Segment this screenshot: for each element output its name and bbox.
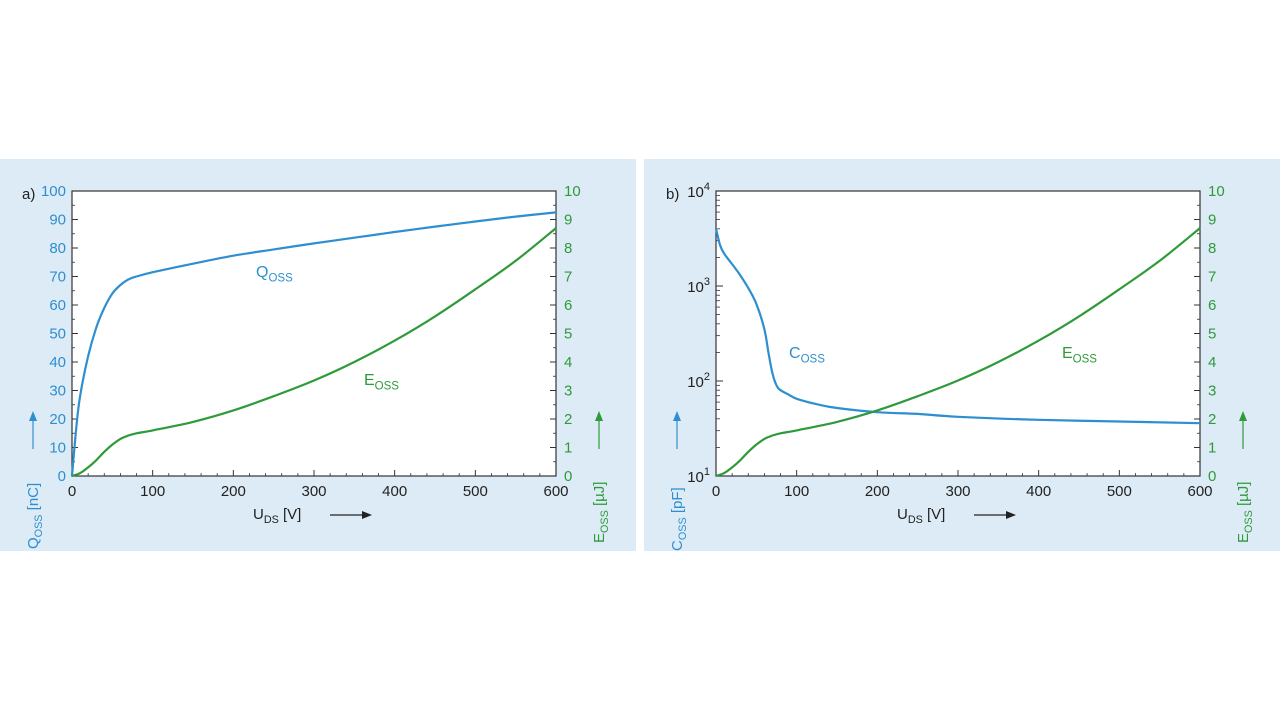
series-line-qoss — [70, 211, 557, 477]
x-axis-arrowhead — [362, 511, 372, 519]
y-left-tick-label: 30 — [49, 383, 66, 400]
x-tick-label: 300 — [945, 483, 970, 500]
chart-b: b) 0 100 200 300 400 500 600 101 102 103 104 0 1 2 3 4 5 6… — [666, 181, 1255, 551]
y-right-axis-label-group: EOSS [µJ] — [591, 482, 611, 543]
series-label: COSS — [789, 345, 825, 365]
plot-area — [715, 190, 1201, 477]
x-axis-label: UDS [V] — [253, 506, 301, 526]
y-left-tick-label: 70 — [49, 269, 66, 286]
chart-a: a)0 100 200 300 400 500 6000102030405060708090… — [22, 183, 611, 549]
y-right-tick-label: 2 — [1208, 411, 1216, 428]
series-label: EOSS — [364, 372, 399, 392]
y-right-arrowhead — [595, 411, 603, 421]
y-right-tick-label: 7 — [1208, 269, 1216, 286]
y-right-axis-label: EOSS [µJ] — [1235, 482, 1255, 543]
y-left-axis-label-group: QOSS [nC] — [25, 483, 45, 549]
x-tick-label: 200 — [865, 483, 890, 500]
y-right-tick-label: 9 — [1208, 212, 1216, 229]
y-right-tick-label: 8 — [564, 240, 572, 257]
series-label: QOSS — [256, 264, 293, 284]
panel-label: a) — [22, 186, 35, 203]
y-left-tick-label: 60 — [49, 297, 66, 314]
x-tick-label: 400 — [382, 483, 407, 500]
y-right-tick-label: 0 — [564, 468, 572, 485]
x-tick-label: 600 — [543, 483, 568, 500]
y-left-tick-label: 103 — [687, 276, 710, 296]
x-tick-label: 0 — [68, 483, 76, 500]
y-right-tick-label: 3 — [564, 383, 572, 400]
series-line-eoss — [71, 227, 557, 478]
plot-area — [71, 190, 557, 477]
chart-panel-a: a) 0 100 200 300 400 500 600 0 10 20 30 40 50 60 70 80 90… — [0, 159, 636, 551]
y-right-tick-label: 10 — [1208, 183, 1225, 200]
y-left-tick-label: 104 — [687, 181, 710, 201]
series-line-eoss — [715, 227, 1201, 478]
y-left-tick-label: 40 — [49, 354, 66, 371]
y-right-tick-label: 1 — [1208, 440, 1216, 457]
y-right-tick-label: 0 — [1208, 468, 1216, 485]
series-line-coss — [714, 228, 1201, 425]
y-left-axis-label-group: COSS [pF] — [669, 487, 689, 551]
chart-panel-b: b) 0 100 200 300 400 500 600 101 102 103 104 0 1 2 3 4 5 6… — [644, 159, 1280, 551]
y-left-tick-label: 100 — [41, 183, 66, 200]
x-tick-label: 200 — [221, 483, 246, 500]
x-tick-label: 600 — [1187, 483, 1212, 500]
y-left-axis-label: QOSS [nC] — [25, 483, 45, 549]
series-label: EOSS — [1062, 345, 1097, 365]
y-left-tick-label: 20 — [49, 411, 66, 428]
y-right-arrowhead — [1239, 411, 1247, 421]
x-tick-label: 400 — [1026, 483, 1051, 500]
panel-label: b) — [666, 186, 679, 203]
y-left-tick-label: 10 — [49, 440, 66, 457]
y-right-tick-label: 4 — [564, 354, 572, 371]
y-left-tick-label: 90 — [49, 212, 66, 229]
y-right-tick-label: 6 — [564, 297, 572, 314]
y-right-tick-label: 2 — [564, 411, 572, 428]
x-tick-label: 100 — [784, 483, 809, 500]
x-tick-label: 100 — [140, 483, 165, 500]
x-axis-label: UDS [V] — [897, 506, 945, 526]
y-right-axis-label: EOSS [µJ] — [591, 482, 611, 543]
y-left-tick-label: 0 — [58, 468, 66, 485]
x-axis-arrowhead — [1006, 511, 1016, 519]
y-right-tick-label: 8 — [1208, 240, 1216, 257]
x-tick-label: 0 — [712, 483, 720, 500]
y-left-tick-label: 80 — [49, 240, 66, 257]
y-right-tick-label: 5 — [564, 326, 572, 343]
y-right-tick-label: 3 — [1208, 383, 1216, 400]
x-tick-label: 500 — [463, 483, 488, 500]
y-right-tick-label: 9 — [564, 212, 572, 229]
y-left-tick-label: 50 — [49, 326, 66, 343]
y-right-axis-label-group: EOSS [µJ] — [1235, 482, 1255, 543]
x-tick-label: 500 — [1107, 483, 1132, 500]
y-left-tick-label: 101 — [687, 466, 710, 486]
y-right-tick-label: 10 — [564, 183, 581, 200]
y-right-tick-label: 1 — [564, 440, 572, 457]
y-left-arrowhead — [29, 411, 37, 421]
y-right-tick-label: 7 — [564, 269, 572, 286]
y-right-tick-label: 5 — [1208, 326, 1216, 343]
y-left-axis-label: COSS [pF] — [669, 487, 689, 551]
y-right-tick-label: 4 — [1208, 354, 1216, 371]
y-right-tick-label: 6 — [1208, 297, 1216, 314]
y-left-tick-label: 102 — [687, 371, 710, 391]
x-tick-label: 300 — [301, 483, 326, 500]
y-left-arrowhead — [673, 411, 681, 421]
